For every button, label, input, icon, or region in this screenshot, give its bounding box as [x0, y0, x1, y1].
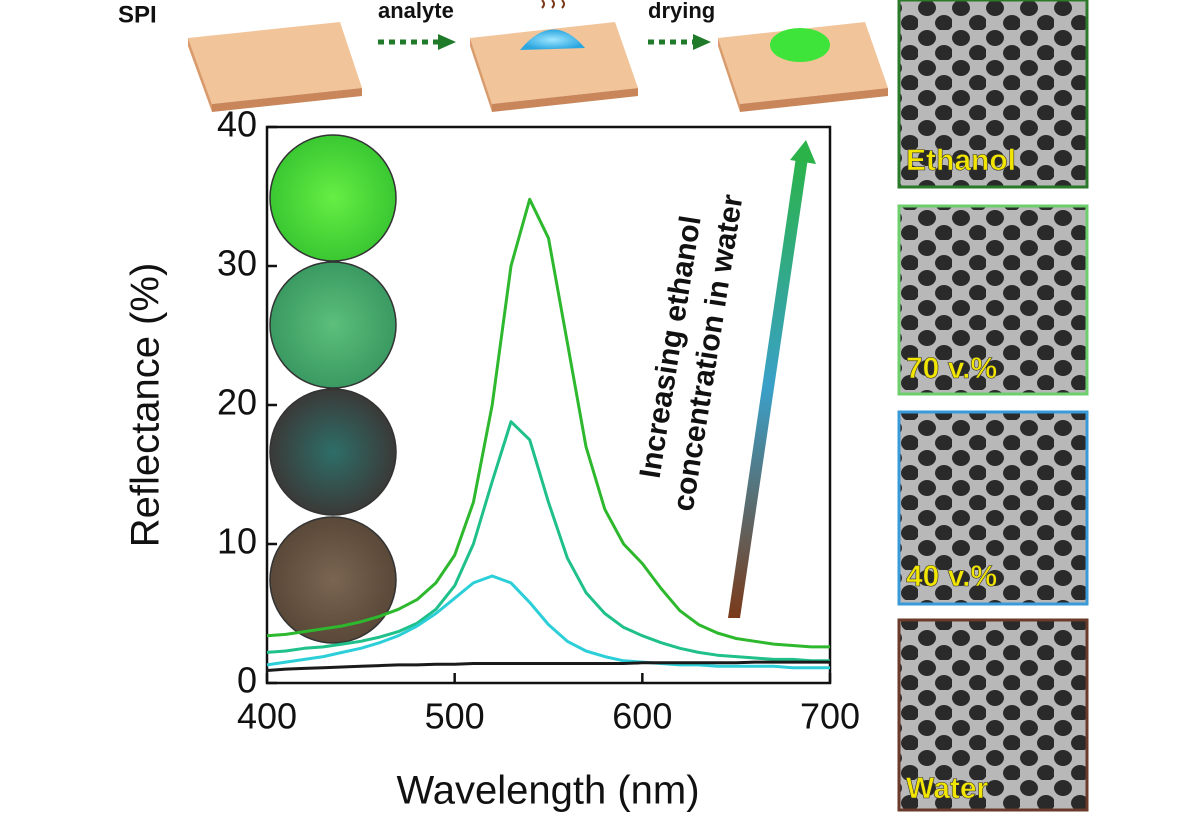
x-tick-label: 500 [425, 696, 485, 737]
step-label: analyte [378, 0, 454, 23]
sem-panel: Ethanol [897, 0, 1089, 189]
trend-arrow-head [790, 140, 816, 164]
x-tick-label: 600 [612, 696, 672, 737]
spectrum-line [266, 420, 830, 663]
x-tick-label: 700 [800, 696, 860, 737]
spectrum-line [266, 197, 830, 649]
step-arrow-head [693, 34, 711, 50]
sample-photo [269, 134, 397, 262]
sem-label: 70 v.% [906, 352, 997, 385]
y-tick-label: 30 [217, 243, 257, 284]
trend-arrow [728, 157, 808, 618]
substrate [188, 22, 362, 112]
spectrum-line [266, 574, 830, 670]
sample-photo [269, 261, 397, 389]
sample-photo [269, 516, 397, 644]
sem-panel: 70 v.% [897, 204, 1089, 396]
sem-panel: Water [897, 618, 1089, 812]
substrate [718, 22, 888, 112]
step-arrow-head [438, 34, 456, 50]
sem-label: 40 v.% [906, 560, 997, 593]
step-label: drying [648, 0, 715, 23]
y-tick-label: 40 [217, 104, 257, 145]
x-axis-label: Wavelength (nm) [396, 769, 699, 813]
sem-label: Water [906, 772, 989, 805]
x-tick-label: 400 [237, 696, 297, 737]
y-tick-label: 20 [217, 382, 257, 423]
schematic-label: SPI [118, 1, 157, 28]
sample-photo [269, 388, 397, 516]
spectrum-line [266, 660, 830, 672]
sem-panel: 40 v.% [897, 410, 1089, 606]
y-tick-label: 10 [217, 521, 257, 562]
sem-label: Ethanol [906, 144, 1016, 177]
y-tick-label: 0 [237, 660, 257, 701]
y-axis-label: Reflectance (%) [124, 263, 168, 548]
substrate [470, 0, 638, 112]
